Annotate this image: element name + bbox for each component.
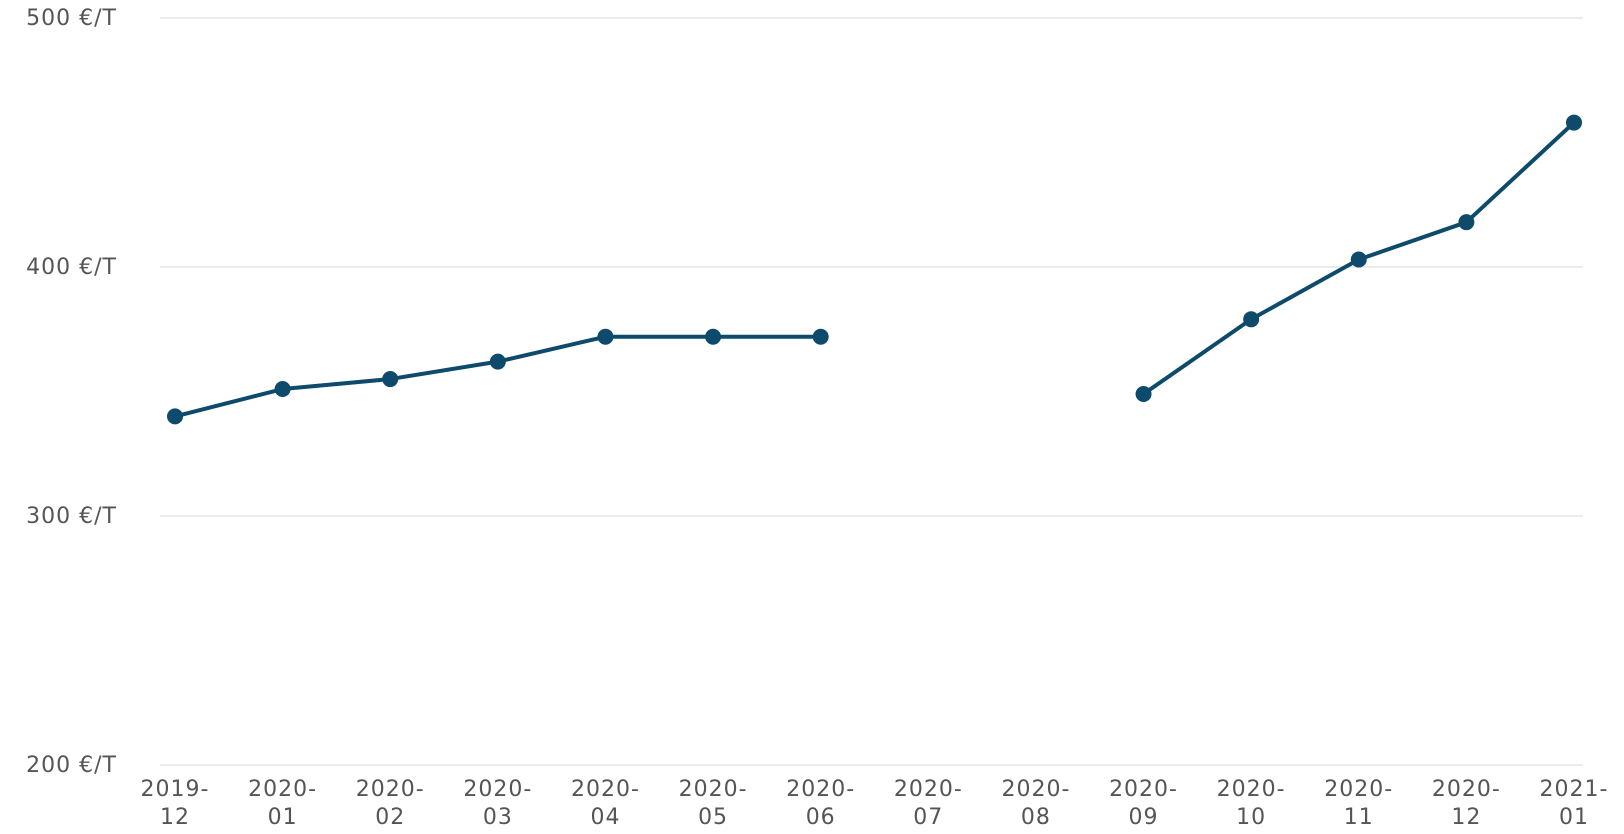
data-point[interactable] [597, 328, 614, 345]
x-tick-year: 2020- [356, 777, 425, 802]
x-tick-year: 2020- [679, 777, 748, 802]
x-tick-year: 2020- [1217, 777, 1286, 802]
data-point[interactable] [1135, 385, 1152, 402]
y-tick-label: 500 €/T [26, 6, 117, 31]
x-tick-month: 06 [806, 805, 836, 830]
x-tick-label: 2020- 09 [1109, 777, 1178, 830]
series-line-segment-1 [173, 334, 823, 419]
x-tick-month: 11 [1344, 805, 1374, 830]
x-tick-label: 2020- 04 [571, 777, 640, 830]
x-tick-label: 2020- 02 [356, 777, 425, 830]
x-tick-label: 2020- 07 [894, 777, 963, 830]
x-tick-label: 2020- 01 [248, 777, 317, 830]
y-tick-label: 400 €/T [26, 255, 117, 280]
data-point[interactable] [489, 353, 506, 370]
data-points [167, 114, 1582, 425]
x-tick-year: 2020- [1001, 777, 1070, 802]
x-tick-year: 2021- [1540, 777, 1609, 802]
data-point[interactable] [1566, 114, 1582, 131]
x-tick-month: 10 [1236, 805, 1266, 830]
series-lines [173, 120, 1576, 419]
x-tick-label: 2020- 08 [1001, 777, 1070, 830]
x-tick-label: 2020- 06 [786, 777, 855, 830]
x-tick-month: 05 [698, 805, 728, 830]
x-tick-year: 2020- [786, 777, 855, 802]
x-tick-label: 2020- 12 [1432, 777, 1501, 830]
data-point[interactable] [382, 371, 399, 388]
x-tick-month: 12 [1451, 805, 1481, 830]
x-tick-year: 2020- [1432, 777, 1501, 802]
data-point[interactable] [705, 328, 722, 345]
x-tick-month: 09 [1129, 805, 1159, 830]
x-tick-month: 02 [375, 805, 405, 830]
data-point[interactable] [1458, 214, 1475, 231]
x-tick-year: 2020- [463, 777, 532, 802]
x-tick-year: 2019- [141, 777, 210, 802]
x-tick-month: 03 [483, 805, 513, 830]
x-tick-label: 2021- 01 [1540, 777, 1609, 830]
x-tick-year: 2020- [571, 777, 640, 802]
x-tick-month: 04 [590, 805, 620, 830]
grid-lines [160, 17, 1583, 766]
y-tick-label: 200 €/T [26, 753, 117, 778]
data-point[interactable] [812, 328, 829, 345]
y-axis-tick-labels: 200 €/T 300 €/T 400 €/T 500 €/T [26, 6, 117, 778]
y-tick-label: 300 €/T [26, 504, 117, 529]
x-tick-label: 2020- 11 [1324, 777, 1393, 830]
data-point[interactable] [1243, 311, 1260, 328]
x-tick-month: 12 [160, 805, 190, 830]
x-tick-month: 01 [1559, 805, 1589, 830]
x-tick-label: 2020- 03 [463, 777, 532, 830]
x-tick-year: 2020- [1109, 777, 1178, 802]
x-tick-month: 07 [913, 805, 943, 830]
x-tick-label: 2020- 10 [1217, 777, 1286, 830]
x-tick-label: 2019- 12 [141, 777, 210, 830]
data-point[interactable] [1350, 251, 1367, 268]
x-axis-tick-labels: 2019-122020-012020-022020-032020-042020-… [141, 777, 1609, 830]
x-tick-year: 2020- [894, 777, 963, 802]
data-point[interactable] [167, 408, 183, 425]
x-tick-label: 2020- 05 [679, 777, 748, 830]
data-point[interactable] [274, 381, 291, 398]
x-tick-month: 01 [268, 805, 298, 830]
x-tick-month: 08 [1021, 805, 1051, 830]
x-tick-year: 2020- [1324, 777, 1393, 802]
x-tick-year: 2020- [248, 777, 317, 802]
